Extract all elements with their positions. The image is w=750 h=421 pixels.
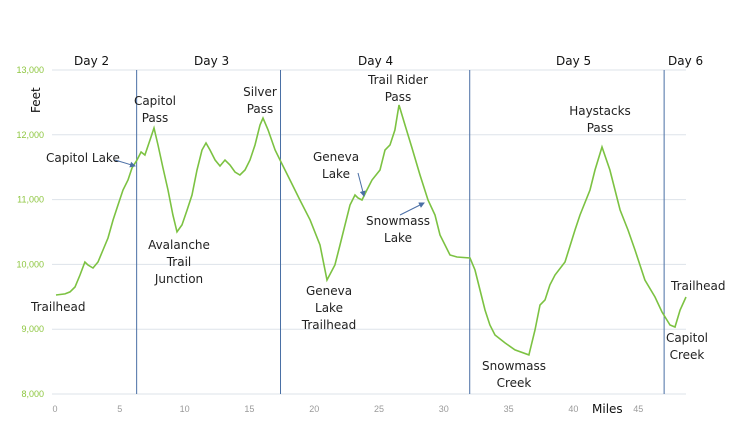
x-axis-label: Miles <box>592 402 623 416</box>
day-label: Day 2 <box>74 54 109 68</box>
annotation: Creek <box>670 348 705 362</box>
annotation: Trailhead <box>30 300 85 314</box>
annotation: Trail Rider <box>367 73 428 87</box>
arrow-icon <box>357 172 366 197</box>
annotation: Pass <box>142 111 169 125</box>
y-tick-label: 12,000 <box>16 130 44 140</box>
annotation: Capitol Lake <box>46 151 120 165</box>
x-tick-label: 0 <box>52 404 57 414</box>
day-label: Day 4 <box>358 54 393 68</box>
day-label: Day 6 <box>668 54 703 68</box>
x-tick-label: 10 <box>180 404 190 414</box>
elevation-line <box>55 104 687 356</box>
x-tick-label: 25 <box>374 404 384 414</box>
y-axis-label: Feet <box>29 87 43 113</box>
annotation: Capitol <box>666 331 708 345</box>
arrow-icon <box>399 202 425 216</box>
x-tick-label: 35 <box>504 404 514 414</box>
day-label: Day 3 <box>194 54 229 68</box>
y-tick-label: 9,000 <box>21 324 44 334</box>
annotation: Avalanche <box>148 238 210 252</box>
annotation: Pass <box>587 121 614 135</box>
arrow-icon <box>114 159 136 168</box>
annotation: Trailhead <box>670 279 725 293</box>
day-label: Day 5 <box>556 54 591 68</box>
x-tick-label: 40 <box>568 404 578 414</box>
x-tick-label: 15 <box>244 404 254 414</box>
y-tick-label: 13,000 <box>16 65 44 75</box>
y-tick-label: 11,000 <box>17 195 44 205</box>
annotation: Capitol <box>134 94 176 108</box>
y-tick-label: 10,000 <box>16 259 44 269</box>
annotation: Creek <box>497 376 532 390</box>
x-tick-label: 45 <box>633 404 643 414</box>
annotation: Pass <box>247 102 274 116</box>
annotation: Trail <box>166 255 192 269</box>
x-tick-label: 20 <box>309 404 319 414</box>
annotation: Lake <box>322 167 350 181</box>
annotation: Snowmass <box>482 359 546 373</box>
annotations: Trailhead Capitol Lake Capitol Pass Aval… <box>30 73 725 390</box>
annotation: Geneva <box>313 150 359 164</box>
x-tick-label: 5 <box>117 404 122 414</box>
annotation: Lake <box>384 231 412 245</box>
annotation: Silver <box>243 85 277 99</box>
annotation: Snowmass <box>366 214 430 228</box>
annotation: Pass <box>385 90 412 104</box>
annotation: Haystacks <box>569 104 631 118</box>
annotation: Lake <box>315 301 343 315</box>
y-tick-label: 8,000 <box>21 389 44 399</box>
annotation: Geneva <box>306 284 352 298</box>
annotation: Junction <box>154 272 203 286</box>
x-tick-label: 30 <box>439 404 449 414</box>
annotation: Trailhead <box>301 318 356 332</box>
